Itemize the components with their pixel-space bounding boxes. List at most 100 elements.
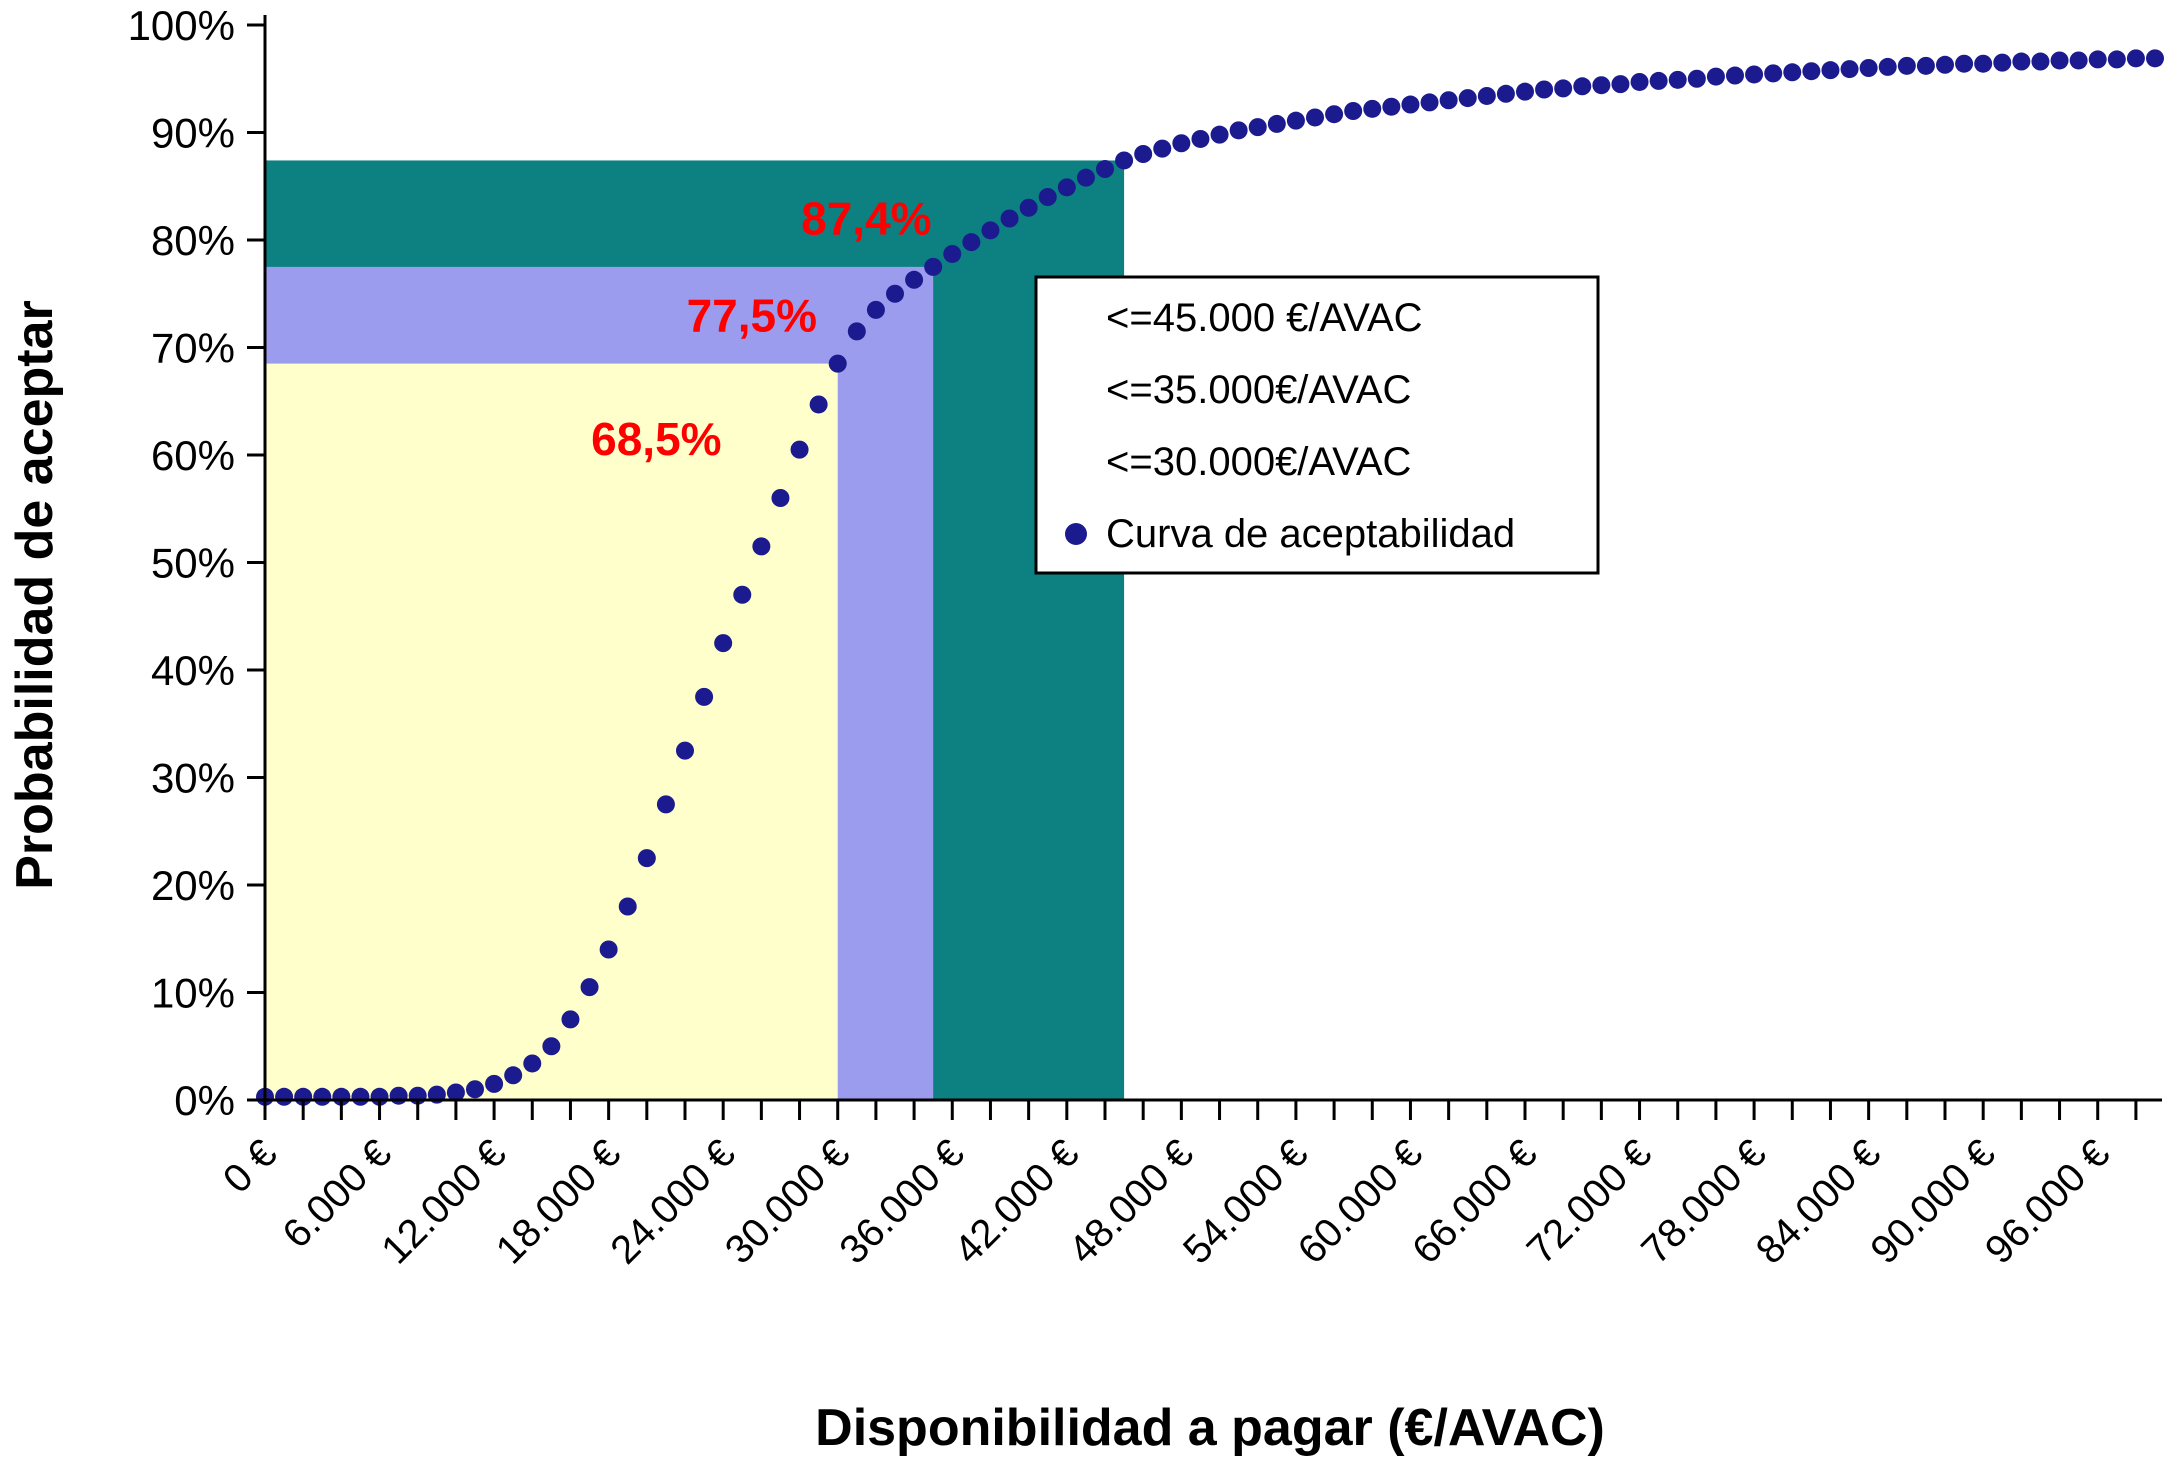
x-tick-label: 66.000 € (1404, 1131, 1545, 1272)
curve-point (1401, 95, 1420, 114)
curve-point (1420, 93, 1439, 112)
curve-point (1573, 77, 1592, 96)
curve-point (2069, 51, 2088, 70)
legend-item-label: Curva de aceptabilidad (1106, 512, 1515, 556)
x-tick-label: 90.000 € (1862, 1131, 2003, 1272)
curve-point (1267, 114, 1286, 133)
curve-point (1802, 62, 1821, 81)
curve-point (351, 1087, 370, 1106)
curve-point (1057, 178, 1076, 197)
curve-point (1325, 105, 1344, 124)
curve-point (1172, 134, 1191, 153)
curve-point (1955, 54, 1974, 73)
y-tick-label: 40% (151, 647, 235, 694)
y-tick-label: 90% (151, 110, 235, 157)
curve-point (733, 585, 752, 604)
curve-point (943, 244, 962, 263)
curve-point (1649, 71, 1668, 90)
curve-point (1458, 89, 1477, 108)
curve-point (580, 978, 599, 997)
curve-point (1096, 160, 1114, 179)
y-tick-label: 100% (128, 2, 235, 49)
curve-point (1153, 139, 1172, 158)
curve-point (2088, 50, 2107, 69)
legend-item-label: <=30.000€/AVAC (1106, 440, 1411, 484)
curve-point (523, 1054, 542, 1073)
legend-dot-marker (1065, 523, 1087, 545)
y-tick-label: 30% (151, 755, 235, 802)
curve-point (1496, 84, 1515, 103)
curve-point (1745, 65, 1764, 84)
curve-point (1306, 108, 1324, 127)
curve-point (1974, 54, 1993, 73)
curve-point (1076, 168, 1095, 187)
curve-point (905, 270, 924, 289)
curve-point (485, 1074, 504, 1093)
curve-point (809, 395, 828, 414)
y-axis-title: Probabilidad de aceptar (6, 300, 64, 890)
curve-point (2107, 50, 2126, 69)
curve-point (847, 322, 866, 341)
curve-point (1000, 209, 1019, 228)
curve-point (446, 1083, 465, 1102)
legend-item-label: <=35.000€/AVAC (1106, 368, 1411, 412)
curve-point (886, 284, 904, 303)
curve-point (1477, 86, 1496, 105)
x-tick-label: 0 € (215, 1131, 285, 1201)
curve-point (1783, 63, 1802, 82)
x-tick-label: 48.000 € (1061, 1131, 1202, 1272)
curve-point (1363, 99, 1382, 118)
curve-point (1993, 53, 2012, 72)
curve-point (771, 489, 790, 507)
legend: <=45.000 €/AVAC <=35.000€/AVAC <=30.000€/A… (1034, 275, 1600, 575)
curve-point (981, 221, 1000, 240)
x-tick-label: 24.000 € (602, 1131, 743, 1272)
curve-point (924, 257, 943, 276)
x-tick-label: 30.000 € (717, 1131, 858, 1272)
curve-point (1134, 145, 1153, 163)
curve-point (599, 940, 618, 959)
curve-point (504, 1066, 523, 1085)
curve-point (1878, 57, 1897, 76)
y-tick-label: 50% (151, 540, 235, 587)
curve-point (866, 300, 885, 319)
curve-point (2012, 52, 2031, 71)
curve-point (2050, 51, 2069, 70)
curve-point (637, 849, 656, 868)
curve-point (275, 1087, 294, 1106)
x-tick-label: 42.000 € (946, 1131, 1087, 1272)
curve-point (1592, 76, 1611, 95)
curve-point (1859, 59, 1878, 77)
curve-point (1019, 198, 1038, 217)
curve-point (1554, 79, 1573, 98)
curve-point (656, 795, 675, 814)
curve-point (1821, 61, 1840, 80)
curve-point (1764, 64, 1783, 83)
curve-point (1897, 56, 1916, 75)
curve-point (1840, 60, 1859, 79)
x-tick-label: 84.000 € (1748, 1131, 1889, 1272)
y-tick-label: 10% (151, 970, 235, 1017)
curve-point (389, 1086, 408, 1105)
curve-point (714, 634, 733, 653)
curve-point (2031, 52, 2050, 71)
y-tick-label: 80% (151, 217, 235, 264)
curve-point (618, 897, 637, 916)
x-axis-ticks: 0 €6.000 €12.000 €18.000 €24.000 €30.000… (215, 1100, 2138, 1272)
annotations: 87,4% 77,5% 68,5% (591, 193, 931, 465)
curve-point (752, 537, 771, 556)
x-tick-label: 72.000 € (1519, 1131, 1660, 1272)
y-tick-label: 70% (151, 325, 235, 372)
curve-point (676, 741, 694, 760)
curve-point (1210, 125, 1229, 144)
curve-point (1936, 55, 1954, 74)
x-tick-label: 78.000 € (1633, 1131, 1774, 1272)
curve-point (1726, 66, 1744, 85)
y-tick-label: 60% (151, 432, 235, 479)
x-tick-label: 60.000 € (1290, 1131, 1431, 1272)
x-axis-title: Disponibilidad a pagar (€/AVAC) (815, 1399, 1605, 1457)
curve-point (2146, 49, 2164, 68)
curve-point (1916, 56, 1935, 75)
